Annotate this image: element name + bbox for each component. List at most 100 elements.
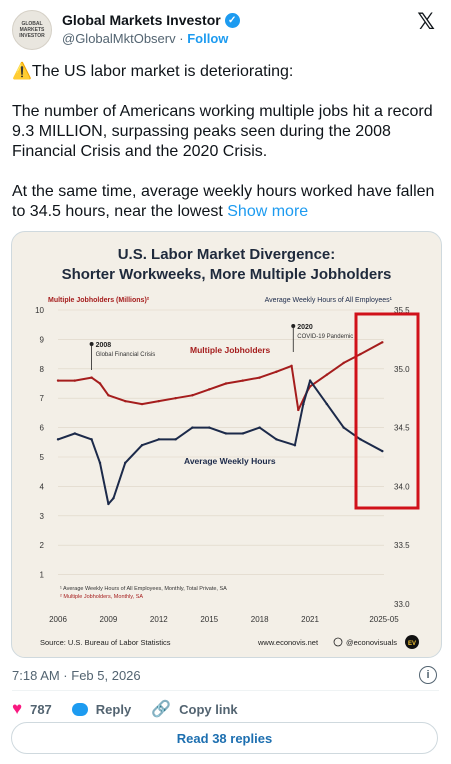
annotation-year: 2020: [297, 324, 313, 331]
y-left-tick-label: 10: [35, 306, 44, 315]
show-more-link[interactable]: Show more: [227, 203, 309, 220]
series-point-1: [124, 461, 127, 465]
tweet-line1: ⚠️The US labor market is deteriorating:: [12, 63, 294, 80]
series-point-0: [124, 399, 127, 403]
action-bar: ♥ 787 Reply 🔗 Copy link: [12, 699, 258, 719]
series-point-1: [140, 444, 144, 447]
series-point-0: [157, 399, 161, 403]
ev-logo-text: EV: [408, 641, 416, 647]
series-point-1: [381, 449, 384, 453]
author-handle-row: @GlobalMktObserv · Follow: [62, 31, 228, 46]
series-point-1: [308, 379, 312, 382]
y-left-tick-label: 1: [40, 571, 45, 580]
x-logo-icon[interactable]: 𝕏: [417, 10, 435, 35]
series-point-0: [275, 370, 278, 373]
x-tick-label: 2018: [251, 615, 269, 624]
series-point-1: [98, 461, 102, 465]
divider: [12, 690, 439, 691]
series-point-1: [275, 438, 278, 441]
x-tick-label: 2015: [200, 615, 218, 624]
series-point-0: [107, 394, 110, 397]
info-icon[interactable]: i: [419, 666, 437, 684]
series-label-multiple-jobholders: Multiple Jobholders: [190, 345, 271, 355]
series-point-0: [325, 373, 329, 376]
series-point-0: [140, 402, 144, 406]
series-point-0: [56, 379, 60, 382]
tweet-header: GLOBAL MARKETS INVESTOR Global Markets I…: [12, 10, 439, 52]
series-point-0: [381, 341, 384, 344]
annotation-year: 2008: [96, 342, 112, 349]
annotation-label: Global Financial Crisis: [96, 352, 156, 358]
series-point-0: [208, 388, 211, 391]
author-name[interactable]: Global Markets Investor ✓: [62, 12, 240, 28]
series-point-1: [302, 402, 305, 406]
timestamp[interactable]: 7:18 AM · Feb 5, 2026: [12, 668, 141, 683]
warning-icon: ⚠️: [12, 63, 32, 80]
y-left-tick-label: 5: [40, 453, 45, 462]
series-point-1: [342, 426, 345, 429]
y-right-axis-label: Average Weekly Hours of All Employees¹: [265, 297, 393, 304]
series-point-1: [107, 502, 110, 506]
verified-badge-icon: ✓: [224, 12, 240, 28]
series-point-1: [90, 438, 93, 441]
footnote-1: ¹ Average Weekly Hours of All Employees,…: [60, 586, 227, 592]
series-point-1: [224, 432, 228, 435]
copy-link-label: Copy link: [179, 701, 238, 717]
annotation-marker: [89, 342, 94, 346]
tweet-text: ⚠️The US labor market is deteriorating: …: [12, 62, 440, 242]
y-left-tick-label: 3: [40, 512, 45, 521]
y-right-tick-label: 33.0: [394, 600, 410, 609]
y-right-tick-label: 34.0: [394, 482, 410, 491]
y-right-tick-label: 33.5: [394, 541, 410, 550]
x-tick-label: 2009: [100, 615, 118, 624]
annotation-marker: [291, 324, 296, 328]
chart-source: Source: U.S. Bureau of Labor Statistics: [40, 638, 171, 647]
heart-icon: ♥: [12, 699, 23, 718]
series-point-0: [297, 408, 300, 412]
series-point-0: [224, 382, 228, 385]
chart-svg: Multiple Jobholders (Millions)² Average W…: [35, 297, 420, 649]
follow-button[interactable]: Follow: [187, 31, 229, 46]
tweet-paragraph-3: At the same time, average weekly hours w…: [12, 183, 435, 220]
tweet-media-chart[interactable]: U.S. Labor Market Divergence: Shorter Wo…: [11, 231, 442, 658]
y-left-tick-label: 6: [40, 424, 45, 433]
ev-logo-icon: [405, 635, 419, 649]
avatar[interactable]: GLOBAL MARKETS INVESTOR: [12, 10, 52, 50]
tweet-paragraph-2: The number of Americans working multiple…: [12, 103, 433, 160]
link-icon: 🔗: [151, 701, 172, 718]
like-button[interactable]: ♥ 787: [12, 699, 52, 719]
series-point-0: [73, 379, 77, 382]
author-name-text[interactable]: Global Markets Investor: [62, 12, 221, 28]
series-point-1: [112, 496, 115, 500]
series-point-1: [73, 432, 77, 435]
series-point-0: [174, 397, 177, 400]
series-point-1: [293, 444, 297, 447]
copy-link-button[interactable]: 🔗 Copy link: [151, 699, 237, 719]
y-left-axis-label: Multiple Jobholders (Millions)²: [48, 297, 150, 304]
series-point-0: [359, 352, 362, 356]
x-tick-label: 2006: [49, 615, 67, 624]
author-handle[interactable]: @GlobalMktObserv: [62, 31, 176, 46]
like-count: 787: [30, 701, 52, 717]
series-point-1: [157, 438, 161, 441]
y-right-tick-label: 34.5: [394, 424, 410, 433]
y-left-tick-label: 2: [40, 541, 45, 550]
y-left-tick-label: 9: [40, 335, 45, 344]
series-point-1: [241, 432, 245, 435]
reply-button[interactable]: Reply: [71, 702, 131, 717]
y-left-tick-label: 7: [40, 394, 45, 403]
chart-social: @econovisuals: [346, 638, 397, 647]
y-right-tick-label: 35.5: [394, 306, 410, 315]
series-point-1: [56, 438, 60, 441]
series-point-1: [258, 426, 261, 429]
series-point-1: [359, 438, 362, 441]
y-right-tick-label: 35.0: [394, 365, 410, 374]
series-point-0: [258, 376, 261, 379]
series-point-1: [191, 426, 194, 429]
reply-icon: [71, 702, 88, 716]
chart-subtitle: Shorter Workweeks, More Multiple Jobhold…: [61, 266, 392, 283]
series-point-0: [342, 361, 345, 365]
x-tick-label: 2012: [150, 615, 168, 624]
series-point-0: [290, 364, 293, 368]
read-replies-button[interactable]: Read 38 replies: [11, 722, 438, 754]
